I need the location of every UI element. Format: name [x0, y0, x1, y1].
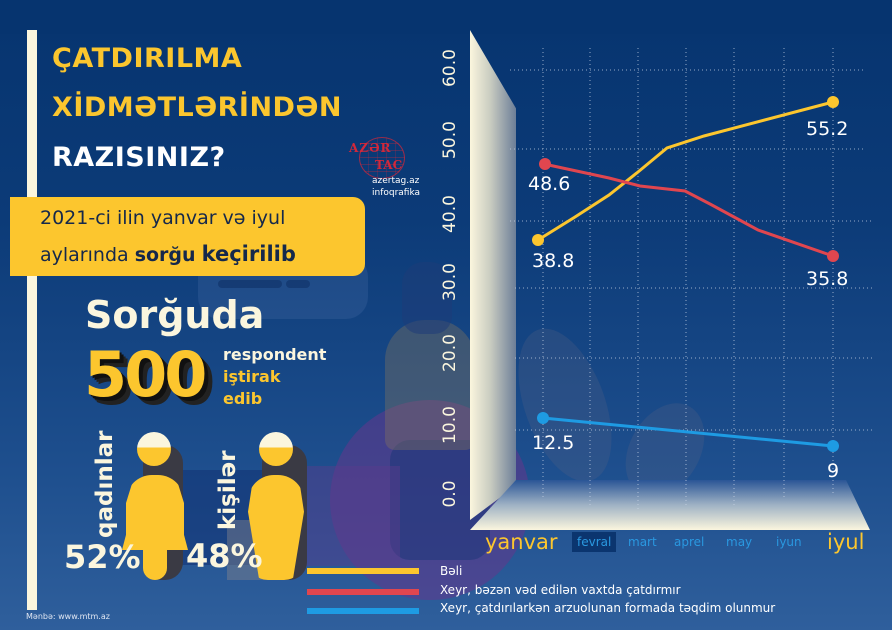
- x-label-yanvar: yanvar: [485, 530, 558, 554]
- title-line-1: ÇATDIRILMA: [52, 43, 243, 74]
- survey-line-2-prefix: aylarında: [40, 244, 135, 266]
- x-label-aprel: aprel: [674, 535, 705, 549]
- survey-word-sorgu: sorğu: [134, 244, 196, 266]
- bg-card-bar: [286, 280, 310, 288]
- point-no-time-iyul: [827, 250, 839, 262]
- top-band: [0, 0, 892, 34]
- accent-rule: [27, 30, 37, 610]
- data-label-no-form-iyul: 9: [827, 460, 840, 482]
- point-no-time-yanvar: [539, 158, 551, 170]
- x-label-iyun: iyun: [776, 535, 802, 549]
- figure-body: [248, 475, 304, 580]
- survey-word-kecirilib: keçirilib: [201, 242, 296, 266]
- bg-shopping-bag: [290, 466, 400, 566]
- chart-floor: [470, 480, 870, 530]
- series-yes-line: [537, 100, 834, 242]
- title-line-3: RAZISINIZ?: [52, 142, 226, 173]
- globe-icon: [359, 137, 405, 179]
- series-no-time-line: [543, 162, 834, 258]
- survey-info-box: 2021-ci ilin yanvar və iyul aylarında so…: [10, 197, 365, 276]
- bg-person-body: [385, 320, 475, 450]
- logo-text-top: AZƏR: [349, 141, 392, 155]
- figure-head: [137, 432, 171, 466]
- source-note: Mənbə: www.mtm.az: [26, 612, 110, 621]
- data-label-no-time-iyul: 35.8: [806, 268, 849, 290]
- legend-swatch-no-time: [307, 589, 419, 595]
- figure-legs: [143, 545, 167, 580]
- bg-person-head: [402, 262, 452, 334]
- legend-label-yes: Bəli: [440, 564, 463, 578]
- bg-card-bar: [218, 280, 282, 288]
- logo-text-bottom: TAC: [375, 158, 403, 172]
- point-no-form-yanvar: [537, 412, 549, 424]
- x-label-mart: mart: [628, 535, 657, 549]
- figure-head: [259, 432, 293, 466]
- survey-line-2: aylarında sorğu keçirilib: [40, 242, 296, 266]
- data-label-no-time-yanvar: 48.6: [528, 173, 571, 195]
- title-line-2: XİDMƏTLƏRİNDƏN: [52, 92, 342, 123]
- participated-label: iştirak: [223, 367, 281, 386]
- point-yes-iyul: [827, 96, 839, 108]
- women-percent: 52%: [64, 538, 141, 576]
- participated-label-2: edib: [223, 389, 263, 408]
- legend-label-no-form: Xeyr, çatdırılarkən arzuolunan formada t…: [440, 601, 776, 615]
- respondent-count: 500: [84, 338, 207, 411]
- data-label-no-form-yanvar: 12.5: [532, 432, 575, 454]
- survey-line-1: 2021-ci ilin yanvar və iyul: [40, 207, 286, 229]
- x-label-iyul: iyul: [827, 530, 865, 554]
- logo-site: azertag.az: [372, 176, 420, 186]
- data-label-yes-yanvar: 38.8: [532, 250, 575, 272]
- x-label-fevral: fevral: [572, 532, 617, 552]
- respondents-intro: Sorğuda: [85, 293, 265, 337]
- point-yes-yanvar: [532, 234, 544, 246]
- data-label-yes-iyul: 55.2: [806, 118, 849, 140]
- chart-y-wall: [470, 30, 516, 520]
- legend-label-no-time: Xeyr, bəzən vəd edilən vaxtda çatdırmır: [440, 583, 681, 597]
- x-label-may: may: [726, 535, 753, 549]
- respondent-label: respondent: [223, 345, 327, 364]
- logo-subtitle: infoqrafika: [372, 188, 421, 198]
- legend-swatch-yes: [307, 568, 419, 574]
- legend-swatch-no-form: [307, 608, 419, 614]
- azertac-logo: AZƏR TAC azertag.az infoqrafika: [345, 135, 420, 203]
- men-percent: 48%: [186, 537, 263, 575]
- point-no-form-iyul: [827, 440, 839, 452]
- series-no-form-line: [542, 416, 834, 448]
